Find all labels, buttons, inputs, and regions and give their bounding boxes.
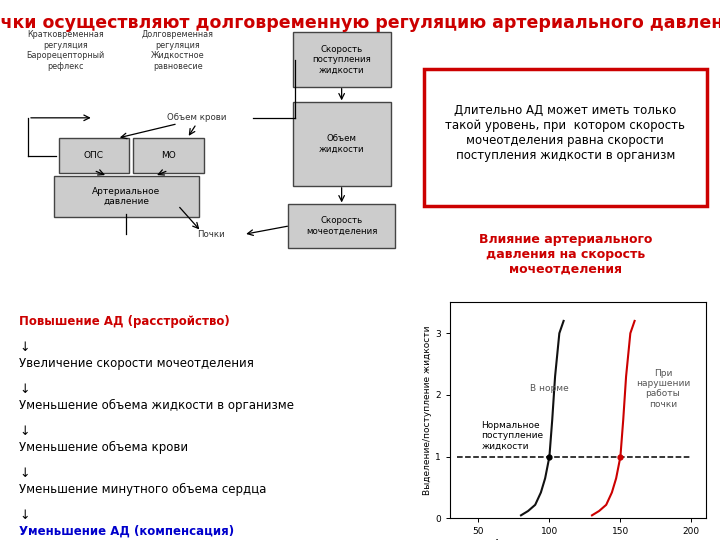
Text: Артериальное
давление: Артериальное давление (92, 187, 161, 206)
FancyBboxPatch shape (133, 138, 204, 173)
Text: Уменьшение объема крови: Уменьшение объема крови (19, 441, 188, 454)
Text: Влияние артериального
давления на скорость
мочеотделения: Влияние артериального давления на скорос… (479, 233, 652, 276)
Text: Почки осуществляют долговременную регуляцию артериального давления: Почки осуществляют долговременную регуля… (0, 14, 720, 31)
Text: Повышение АД (расстройство): Повышение АД (расстройство) (19, 315, 230, 328)
FancyBboxPatch shape (58, 138, 129, 173)
X-axis label: Артериальное давление, мм рт. ст: Артериальное давление, мм рт. ст (495, 539, 661, 540)
Text: ↓: ↓ (19, 383, 30, 396)
Text: В норме: В норме (530, 384, 569, 393)
Text: ↓: ↓ (19, 424, 30, 437)
Text: Уменьшение АД (компенсация): Уменьшение АД (компенсация) (19, 524, 234, 537)
Text: Нормальное
поступление
жидкости: Нормальное поступление жидкости (481, 421, 544, 450)
Text: Длительно АД может иметь только
такой уровень, при  котором скорость
мочеотделен: Длительно АД может иметь только такой ур… (445, 104, 685, 163)
Y-axis label: Выделение/поступление жидкости: Выделение/поступление жидкости (423, 326, 433, 495)
FancyBboxPatch shape (423, 69, 707, 206)
Text: ОПС: ОПС (84, 151, 104, 160)
Text: Объем
жидкости: Объем жидкости (319, 134, 364, 154)
Text: МО: МО (161, 151, 176, 160)
Text: ↓: ↓ (19, 509, 30, 522)
FancyBboxPatch shape (288, 204, 395, 247)
Text: Увеличение скорости мочеотделения: Увеличение скорости мочеотделения (19, 356, 254, 369)
Text: Уменьшение минутного объема сердца: Уменьшение минутного объема сердца (19, 482, 266, 496)
Text: Почки: Почки (197, 230, 225, 239)
FancyBboxPatch shape (54, 176, 199, 217)
Text: ↓: ↓ (19, 341, 30, 354)
FancyBboxPatch shape (292, 32, 391, 87)
Text: ↓: ↓ (19, 467, 30, 480)
FancyBboxPatch shape (292, 102, 391, 186)
Text: Долговременная
регуляция
Жидкостное
равновесие: Долговременная регуляция Жидкостное равн… (142, 30, 214, 71)
Text: Уменьшение объема жидкости в организме: Уменьшение объема жидкости в организме (19, 399, 294, 411)
Text: Кратковременная
регуляция
Барорецепторный
рефлекс: Кратковременная регуляция Барорецепторны… (27, 30, 104, 71)
Text: Скорость
мочеотделения: Скорость мочеотделения (306, 216, 377, 235)
Text: Объем крови: Объем крови (167, 113, 226, 123)
Text: При
нарушении
работы
почки: При нарушении работы почки (636, 369, 690, 409)
Text: Скорость
поступления
жидкости: Скорость поступления жидкости (312, 45, 371, 75)
